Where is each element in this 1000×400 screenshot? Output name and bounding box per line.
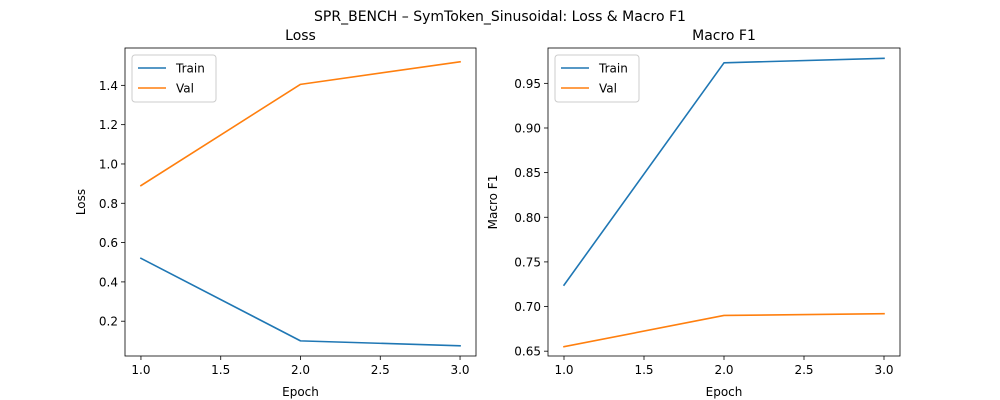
loss-x-tick-label: 1.0 (131, 363, 150, 377)
loss-y-tick-label: 1.0 (99, 157, 118, 171)
macro-f1-y-tick-label: 0.75 (514, 255, 541, 269)
macro-f1-series-train-line (562, 57, 885, 287)
loss-y-tick-label: 0.4 (99, 275, 118, 289)
loss-y-tick-label: 1.4 (99, 79, 118, 93)
loss-x-tick-label: 2.0 (291, 363, 310, 377)
loss-x-tick-label: 2.5 (371, 363, 390, 377)
macro-f1-y-tick-label: 0.90 (514, 121, 541, 135)
loss-series-val-line (139, 60, 461, 187)
loss-legend: Train Val (131, 54, 217, 103)
loss-y-tick-label: 1.2 (99, 118, 118, 132)
loss-legend-label-train: Train (175, 62, 205, 76)
macro-f1-x-tick-label: 1.0 (554, 363, 573, 377)
macro-f1-y-tick-label: 0.80 (514, 211, 541, 225)
loss-x-tick-label: 3.0 (450, 363, 469, 377)
loss-series-train-line (139, 257, 461, 347)
macro-f1-y-tick-label: 0.95 (514, 77, 541, 91)
figure-suptitle: SPR_BENCH – SymToken_Sinusoidal: Loss & … (314, 9, 686, 25)
loss-title: Loss (285, 28, 316, 44)
macro-f1-y-tick-label: 0.65 (514, 345, 541, 359)
macro-f1-legend: Train Val (554, 54, 640, 103)
loss-y-tick-label: 0.6 (99, 236, 118, 250)
macro-f1-x-tick-label: 2.0 (714, 363, 733, 377)
macro-f1-legend-label-val: Val (599, 82, 617, 96)
macro-f1-x-tick-label: 2.5 (794, 363, 813, 377)
loss-x-tick-label: 1.5 (211, 363, 230, 377)
loss-y-axis-label: Loss (74, 189, 88, 215)
macro-f1-x-tick-label: 1.5 (634, 363, 653, 377)
loss-legend-label-val: Val (176, 82, 194, 96)
macro-f1-y-axis-label: Macro F1 (486, 175, 500, 230)
macro-f1-x-tick-label: 3.0 (874, 363, 893, 377)
macro-f1-title: Macro F1 (692, 28, 756, 44)
macro-f1-legend-label-train: Train (598, 62, 628, 76)
loss-legend-box (131, 54, 217, 103)
loss-y-tick-label: 0.2 (99, 315, 118, 329)
macro-f1-series-val-line (563, 312, 885, 348)
macro-f1-y-tick-label: 0.70 (514, 300, 541, 314)
loss-axes-frame (124, 47, 477, 357)
macro-f1-x-axis-label: Epoch (706, 385, 743, 399)
loss-panel: Loss 1.0 1.5 2.0 2.5 3.0 0.2 0.4 0.6 0.8 1.0 1.2 1.4… (74, 28, 477, 399)
loss-x-axis-label: Epoch (282, 385, 319, 399)
macro-f1-panel: Macro F1 1.0 1.5 2.0 2.5 3.0 0.65 0.70 0.75 0.80 0… (486, 28, 901, 399)
loss-y-tick-label: 0.8 (99, 197, 118, 211)
macro-f1-axes-frame (547, 47, 901, 357)
macro-f1-y-tick-label: 0.85 (514, 166, 541, 180)
macro-f1-legend-box (554, 54, 640, 103)
